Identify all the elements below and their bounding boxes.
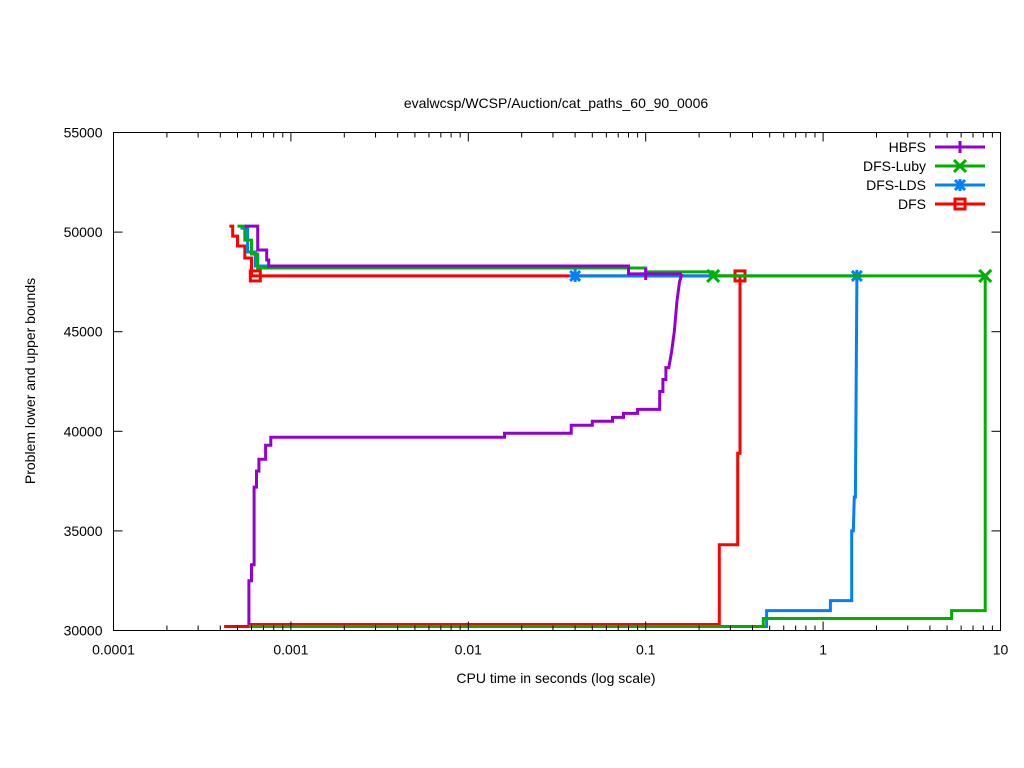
series-dfs-lower-bound-line bbox=[224, 275, 742, 628]
x-tick-label: 0.01 bbox=[455, 642, 482, 658]
legend-entry-hbfs: HBFS bbox=[889, 139, 985, 155]
series-dfs bbox=[224, 224, 747, 628]
legend-entry-dfs: DFS bbox=[898, 196, 985, 212]
series-dfs-luby-lower-bound-line bbox=[248, 275, 987, 628]
x-tick-label: 0.0001 bbox=[92, 642, 135, 658]
y-tick-label: 50000 bbox=[64, 224, 103, 240]
y-tick-label: 45000 bbox=[64, 324, 103, 340]
series-dfs-luby-upper-bound-line bbox=[237, 224, 986, 278]
legend-marker bbox=[952, 158, 968, 174]
series-dfs-marker bbox=[248, 269, 262, 283]
legend-label: DFS-LDS bbox=[866, 177, 926, 193]
y-tick-label: 35000 bbox=[64, 523, 103, 539]
y-tick-label: 40000 bbox=[64, 423, 103, 439]
legend-label: DFS-Luby bbox=[863, 158, 926, 174]
series-layer bbox=[224, 224, 993, 628]
series-dfs-lds-marker bbox=[569, 269, 582, 282]
legend: HBFS DFS-Luby DFS-LDS DFS bbox=[863, 139, 985, 212]
x-axis-label: CPU time in seconds (log scale) bbox=[456, 670, 655, 686]
series-hbfs bbox=[244, 224, 684, 625]
y-tick-label: 30000 bbox=[64, 623, 103, 639]
series-dfs-luby-marker bbox=[978, 268, 993, 283]
legend-entry-dfs-luby: DFS-Luby bbox=[863, 158, 985, 174]
legend-marker bbox=[953, 197, 967, 211]
legend-marker bbox=[953, 178, 967, 192]
series-hbfs-upper-bound-line bbox=[244, 224, 682, 276]
chart-title: evalwcsp/WCSP/Auction/cat_paths_60_90_00… bbox=[404, 95, 709, 111]
series-dfs-luby-marker bbox=[706, 268, 721, 283]
x-tick-label: 0.001 bbox=[273, 642, 308, 658]
legend-label: HBFS bbox=[889, 139, 926, 155]
series-hbfs-lower-bound-line bbox=[247, 273, 684, 625]
series-dfs-lds bbox=[240, 226, 863, 628]
series-dfs-luby bbox=[237, 224, 993, 628]
x-tick-label: 0.1 bbox=[636, 642, 656, 658]
series-dfs-lds-lower-bound-line bbox=[248, 275, 859, 628]
legend-label: DFS bbox=[898, 196, 926, 212]
x-tick-label: 1 bbox=[819, 642, 827, 658]
legend-entry-dfs-lds: DFS-LDS bbox=[866, 177, 985, 193]
series-hbfs-marker bbox=[639, 267, 652, 280]
plot-frame bbox=[113, 132, 1001, 631]
y-axis-label: Problem lower and upper bounds bbox=[22, 278, 38, 484]
y-tick-label: 55000 bbox=[64, 125, 103, 141]
series-dfs-upper-bound-line bbox=[229, 224, 740, 278]
ticks-layer: 0.0001 0.001 0.01 0.1 1 10 30000 35000 40000 4500… bbox=[64, 125, 1009, 658]
legend-marker bbox=[954, 141, 966, 153]
x-tick-label: 10 bbox=[993, 642, 1009, 658]
